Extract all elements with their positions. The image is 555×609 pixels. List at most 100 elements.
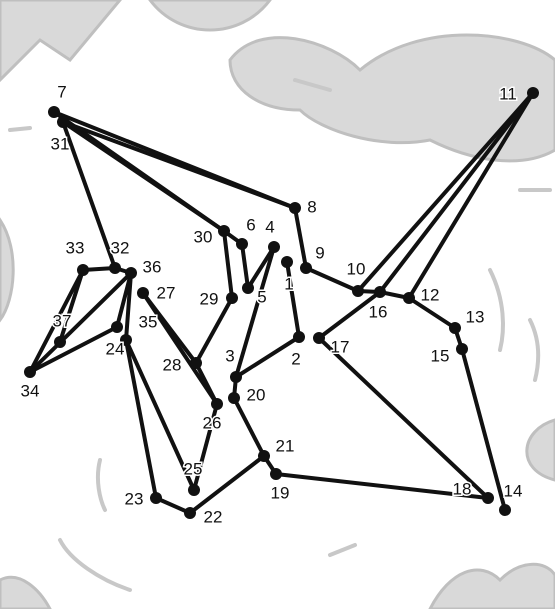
dot-number: 18 [453,479,472,498]
connecting-line [124,338,196,492]
dot-number: 9 [315,243,324,262]
dot [289,202,301,214]
dot [137,287,149,299]
connecting-line [240,242,250,290]
dot-number: 15 [431,346,450,365]
connecting-line [246,245,276,290]
dot-number: 37 [53,311,72,330]
dot-number: 6 [246,215,255,234]
dot-number: 34 [21,381,40,400]
dot [24,366,36,378]
connecting-line [124,338,158,500]
dot-number: 26 [203,413,222,432]
dot-number: 19 [271,483,290,502]
dot [109,262,121,274]
dot [293,331,305,343]
connecting-lines [28,91,535,515]
dot [242,282,254,294]
dot-number: 21 [276,436,295,455]
dot-number: 13 [466,307,485,326]
dot [125,267,137,279]
dot-number: 14 [504,481,523,500]
dot [211,398,223,410]
dot-number: 2 [291,349,300,368]
dot-number: 30 [194,227,213,246]
dot-number: 7 [57,82,66,101]
dot-number: 35 [139,312,158,331]
connecting-line [154,496,192,515]
dot [57,116,69,128]
dot [188,484,200,496]
dot-number: 32 [111,238,130,257]
dot [236,238,248,250]
connecting-line [232,396,266,458]
dot [120,334,132,346]
dot-number: 29 [200,289,219,308]
connecting-line [28,271,133,374]
connecting-line [460,347,507,512]
dot [313,332,325,344]
dot-number: 16 [369,302,388,321]
dot [190,357,202,369]
connecting-line [61,120,226,233]
connecting-line [317,336,490,500]
dot-number: 4 [265,217,274,236]
connecting-line [188,454,266,515]
dot-number: 11 [499,84,517,103]
connecting-line [58,268,85,344]
dot-number: 24 [106,339,125,358]
connecting-line [61,120,117,270]
connecting-line [28,325,119,374]
connecting-line [317,290,382,340]
dot [111,321,123,333]
connecting-line [378,91,535,294]
dot [218,225,230,237]
connecting-line [192,402,219,492]
connecting-line [61,120,297,210]
dot-number: 27 [157,283,176,302]
dot [374,286,386,298]
connecting-line [194,296,234,365]
connecting-line [407,91,535,300]
connecting-line [124,271,133,342]
background-strokes [8,78,552,592]
dot [456,343,468,355]
dot [258,450,270,462]
connecting-line [285,260,301,339]
dot-number: 17 [331,337,350,356]
dot-number: 36 [143,257,162,276]
dot [499,504,511,516]
dot [268,241,280,253]
dot-number: 31 [51,134,70,153]
connecting-line [407,296,457,330]
connecting-line [234,245,276,379]
dot-number: 10 [347,259,366,278]
dot-number: 1 [284,274,293,293]
dot [403,292,415,304]
dot-number: 12 [421,285,440,304]
connecting-line [304,266,360,293]
connecting-line [28,268,85,374]
dot [77,264,89,276]
dot [54,336,66,348]
dot [482,492,494,504]
connecting-line [293,206,308,270]
dot-number: 23 [125,489,144,508]
dot-number: 3 [225,346,234,365]
dot [150,492,162,504]
connecting-line [234,335,301,379]
dot [228,392,240,404]
dot-number: 33 [66,238,85,257]
dot-number: 20 [247,385,266,404]
dot [270,468,282,480]
dot [184,507,196,519]
connecting-line [356,91,535,293]
connecting-line [274,472,490,500]
dots: 1234567891011121314151617181920212223242… [19,81,539,528]
dot [449,322,461,334]
dot-number: 25 [184,459,203,478]
dot [352,285,364,297]
connecting-line [141,291,219,406]
